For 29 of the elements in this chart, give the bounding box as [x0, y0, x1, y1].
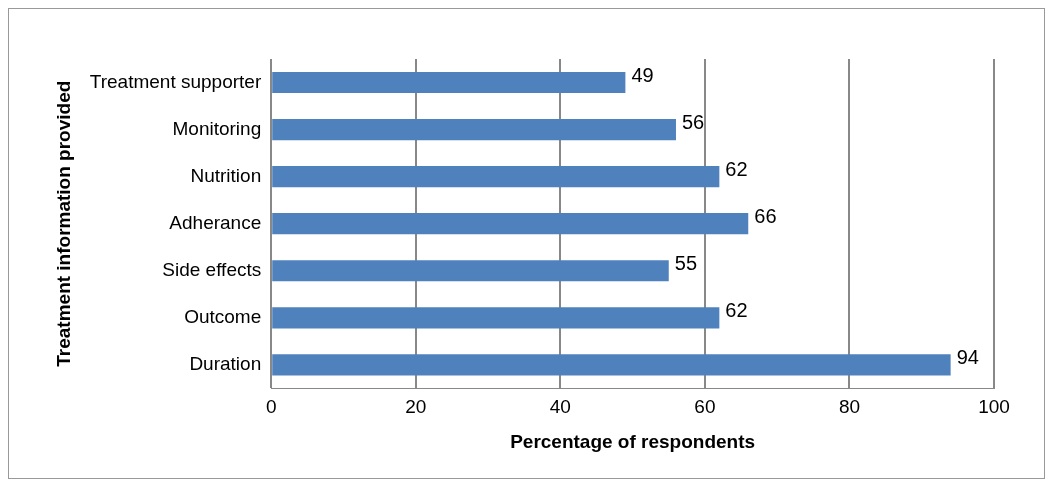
y-tick-label: Outcome: [184, 306, 262, 328]
x-axis-title: Percentage of respondents: [510, 430, 756, 452]
data-label: 94: [956, 346, 979, 369]
bar: [272, 71, 626, 94]
y-tick-label: Nutrition: [190, 164, 262, 186]
data-label: 56: [681, 111, 705, 134]
x-tick-label: 80: [838, 396, 861, 418]
x-tick-label: 60: [694, 396, 716, 418]
y-tick-label: Monitoring: [172, 117, 262, 139]
x-tick-label: 40: [549, 396, 571, 418]
x-tick-label: 100: [978, 396, 1010, 418]
data-label: 55: [674, 252, 697, 275]
x-tick-label: 20: [405, 396, 427, 418]
y-tick-label: Duration: [189, 353, 262, 375]
y-tick-label: Adherance: [169, 211, 262, 233]
bar: [272, 307, 720, 329]
bar: [272, 260, 669, 282]
bar: [272, 166, 720, 188]
y-tick-label: Side effects: [162, 258, 262, 280]
x-tick-label: 0: [265, 396, 277, 418]
y-axis-title: Treatment information provided: [52, 80, 74, 367]
bar: [272, 354, 951, 376]
data-label: 66: [754, 205, 777, 228]
y-tick-label: Treatment supporter: [89, 70, 262, 92]
data-label: 49: [631, 64, 654, 87]
bar: [272, 119, 676, 141]
bar: [272, 213, 749, 235]
data-label: 62: [725, 299, 748, 322]
data-label: 62: [725, 158, 748, 181]
